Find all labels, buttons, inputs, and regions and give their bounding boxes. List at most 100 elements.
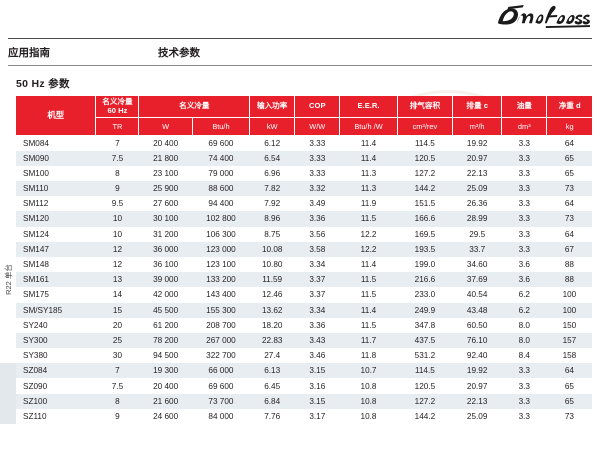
unit-dm3: dm³: [501, 117, 548, 136]
cell-value: 21 600: [138, 393, 193, 409]
cell-value: 3.16: [294, 378, 340, 394]
cell-value: 25: [95, 332, 139, 349]
cell-model: SM100: [16, 165, 96, 181]
cell-value: 8: [95, 393, 139, 409]
cell-value: 6.45: [249, 378, 295, 394]
cell-value: 102 800: [192, 211, 250, 227]
cell-value: 10.7: [339, 363, 398, 379]
cell-value: 94 400: [192, 196, 250, 212]
table-row: SZ100 8 21 600 73 700 6.84 3.15 10.8 127.2 22.13…: [16, 393, 592, 409]
cell-value: 20 400: [138, 378, 193, 394]
col-header-model: 机型: [16, 96, 97, 136]
cell-model: SM124: [16, 226, 96, 242]
unit-m3h: m³/h: [452, 117, 503, 136]
cell-value: 33.7: [452, 241, 502, 257]
cell-value: 22.83: [249, 332, 295, 349]
cell-value: 15: [95, 302, 139, 318]
cell-value: 7: [95, 363, 139, 379]
cell-value: 8.75: [249, 226, 295, 242]
cell-value: 69 600: [192, 135, 250, 151]
cell-value: 66 000: [192, 363, 250, 379]
cell-value: 7.92: [249, 196, 295, 212]
cell-value: 88: [546, 272, 592, 288]
cell-value: 150: [546, 317, 592, 333]
cell-value: 12: [95, 241, 139, 257]
cell-value: 31 200: [138, 226, 193, 242]
cell-value: 92.40: [452, 348, 502, 364]
cell-value: 8.0: [501, 332, 547, 349]
cell-value: 12.2: [339, 226, 398, 242]
cell-value: 6.13: [249, 363, 295, 379]
cell-value: 155 300: [192, 302, 250, 318]
cell-value: 60.50: [452, 317, 502, 333]
cell-value: 42 000: [138, 287, 193, 303]
cell-value: 267 000: [192, 332, 250, 349]
cell-value: 3.33: [294, 135, 340, 151]
table-row: SM124 10 31 200 106 300 8.75 3.56 12.2 169.5 29.…: [16, 226, 592, 242]
cell-value: 37.69: [452, 272, 502, 288]
header-row-top: 机型 名义冷量 60 Hz 名义冷量 输入功率 COP E.E.R. 排气容积 排…: [16, 96, 592, 136]
cell-value: 3.56: [294, 226, 340, 242]
cell-value: 3.3: [501, 165, 547, 181]
col-header-flow-rate: 排量 c: [452, 96, 503, 118]
col-header-eer: E.E.R.: [339, 96, 398, 118]
cell-value: 27 600: [138, 196, 193, 212]
cell-value: 3.15: [294, 363, 340, 379]
cell-value: 20 400: [138, 135, 193, 151]
cell-value: 3.33: [294, 150, 340, 166]
unit-btuh: Btu/h: [191, 117, 251, 136]
cell-value: 3.3: [501, 226, 547, 242]
cell-value: 3.37: [294, 272, 340, 288]
unit-cm3rev: cm³/rev: [396, 117, 454, 136]
cell-value: 7: [95, 135, 139, 151]
col-header-oil-charge: 油量: [501, 96, 548, 118]
table-row: SM112 9.5 27 600 94 400 7.92 3.49 11.9 151.5 26.…: [16, 196, 592, 212]
group-label-text: R22 单台: [3, 264, 13, 296]
cell-value: 10: [95, 226, 139, 242]
cell-value: 11.4: [339, 150, 398, 166]
cell-model: SZ090: [16, 378, 96, 394]
cell-model: SZ100: [16, 393, 96, 409]
cell-value: 43.48: [452, 302, 502, 318]
table-row: SM/SY185 15 45 500 155 300 13.62 3.34 11.4 249.…: [16, 302, 592, 318]
cell-value: 39 000: [138, 272, 193, 288]
cell-value: 114.5: [397, 135, 453, 151]
cell-value: 233.0: [397, 287, 453, 303]
cell-value: 7.5: [95, 378, 139, 394]
cell-value: 10.8: [339, 378, 398, 394]
cell-value: 166.6: [397, 211, 453, 227]
cell-value: 208 700: [192, 317, 250, 333]
cell-value: 94 500: [138, 348, 193, 364]
cell-value: 73: [546, 181, 592, 197]
cell-value: 144.2: [397, 408, 453, 424]
cell-value: 144.2: [397, 181, 453, 197]
cell-value: 7.5: [95, 150, 139, 166]
cell-value: 73: [546, 211, 592, 227]
cell-model: SM175: [16, 287, 96, 303]
cell-value: 13.62: [249, 302, 295, 318]
cell-value: 3.3: [501, 393, 547, 409]
cell-value: 11.3: [339, 181, 398, 197]
cell-value: 114.5: [397, 363, 453, 379]
cell-value: 123 100: [192, 256, 250, 273]
cell-model: SZ084: [16, 363, 96, 379]
cell-model: SM148: [16, 256, 96, 273]
cell-value: 100: [546, 302, 592, 318]
cell-value: 322 700: [192, 348, 250, 364]
cell-value: 65: [546, 393, 592, 409]
cell-value: 20.97: [452, 378, 502, 394]
cell-model: SM/SY185: [16, 302, 96, 318]
cell-value: 3.46: [294, 348, 340, 364]
cell-model: SM147: [16, 241, 96, 257]
col-header-input-power: 输入功率: [249, 96, 296, 118]
table-row: SM084 7 20 400 69 600 6.12 3.33 11.4 114.5 19.92…: [16, 135, 592, 151]
cell-value: 22.13: [452, 165, 502, 181]
breadcrumb: 应用指南 技术参数: [0, 39, 600, 65]
cell-value: 120.5: [397, 150, 453, 166]
cell-value: 25 900: [138, 181, 193, 197]
cell-value: 8.0: [501, 317, 547, 333]
header-divider-top: [8, 38, 592, 39]
cell-value: 3.6: [501, 272, 547, 288]
unit-ww: W/W: [294, 117, 341, 136]
cell-value: 531.2: [397, 348, 453, 364]
